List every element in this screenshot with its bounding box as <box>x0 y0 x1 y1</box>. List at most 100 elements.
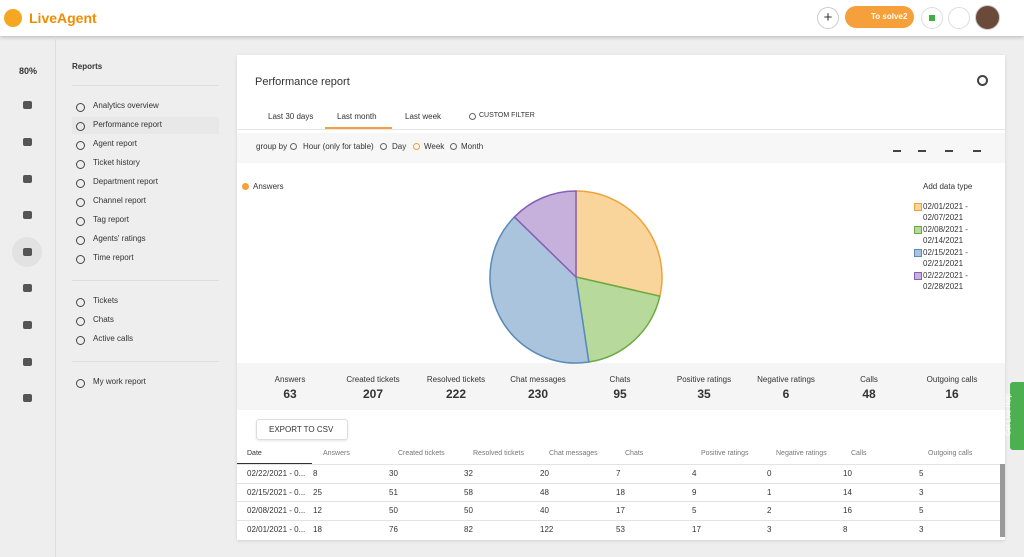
table-cell: 82 <box>464 524 473 534</box>
nav-item[interactable]: My work report <box>93 377 146 386</box>
radio[interactable] <box>290 143 297 150</box>
live-help[interactable]: Get Live Help <box>1006 382 1024 450</box>
summary-value: 207 <box>362 387 384 401</box>
nav-item[interactable]: Analytics overview <box>93 101 159 110</box>
export-label: EXPORT TO CSV <box>269 425 334 434</box>
radio[interactable] <box>413 143 420 150</box>
live-help-label: Get Live Help <box>1005 393 1013 436</box>
summary-label: Created tickets <box>346 375 400 384</box>
table-cell: 02/01/2021 - 0... <box>247 524 306 534</box>
nav-icon <box>76 236 85 245</box>
table-cell: 17 <box>692 524 701 534</box>
summary-label: Positive ratings <box>676 375 732 384</box>
add-button[interactable]: + <box>817 7 839 29</box>
refresh[interactable] <box>977 75 988 86</box>
tab[interactable]: Last 30 days <box>268 112 314 121</box>
rail-icon[interactable] <box>23 358 32 366</box>
rail-icon[interactable] <box>23 211 32 219</box>
rail-icon[interactable] <box>23 101 32 109</box>
table-cell: 50 <box>389 506 398 515</box>
radio-label: Week <box>424 142 445 151</box>
export-button[interactable]: EXPORT TO CSV <box>256 419 348 440</box>
rail-icon[interactable] <box>23 321 32 329</box>
column-header[interactable]: Outgoing calls <box>928 450 973 457</box>
tab[interactable]: Last week <box>405 112 442 121</box>
chat-status[interactable] <box>921 7 943 29</box>
column-header[interactable]: Created tickets <box>398 450 445 457</box>
pie-chart <box>489 190 663 364</box>
nav-item[interactable]: Tag report <box>93 215 130 224</box>
nav-item[interactable]: Chats <box>93 315 114 324</box>
avatar[interactable] <box>975 5 1000 30</box>
table-cell: 02/22/2021 - 0... <box>247 469 306 478</box>
table-cell: 10 <box>843 469 852 478</box>
logo-icon <box>4 9 22 27</box>
column-header[interactable]: Chats <box>625 450 644 457</box>
legend-swatch <box>914 272 922 280</box>
nav-item[interactable]: Agents' ratings <box>93 234 146 243</box>
to-solve-label: To solve <box>871 12 903 21</box>
nav-item[interactable]: Tickets <box>93 296 119 305</box>
tab[interactable]: Last month <box>337 112 377 121</box>
nav-item[interactable]: Active calls <box>93 334 134 343</box>
top-bar: LiveAgent + To solve 2 <box>0 0 1024 36</box>
to-solve-button[interactable]: To solve 2 <box>845 6 914 28</box>
table-cell: 02/15/2021 - 0... <box>247 487 306 497</box>
nav-item[interactable]: Ticket history <box>93 158 140 167</box>
nav-icon <box>76 179 85 188</box>
chart-type-button[interactable] <box>893 145 901 152</box>
column-header[interactable]: Positive ratings <box>701 450 749 457</box>
table-cell: 25 <box>313 487 322 497</box>
rail-icon[interactable] <box>23 138 32 146</box>
add-data-type[interactable]: Add data type <box>923 182 973 191</box>
rail-icon[interactable] <box>23 394 32 402</box>
column-header[interactable]: Date <box>247 450 262 457</box>
table-cell: 30 <box>389 469 398 478</box>
table-cell: 4 <box>692 469 697 478</box>
table-cell: 1 <box>767 487 772 497</box>
nav-item[interactable]: Time report <box>93 253 134 262</box>
nav-icon <box>76 336 85 345</box>
rail-icon[interactable] <box>23 175 32 183</box>
table-cell: 3 <box>919 487 924 497</box>
summary-value: 6 <box>782 387 790 401</box>
table-cell: 16 <box>843 506 852 515</box>
rail-icon[interactable] <box>23 248 32 256</box>
group-by-label: group by <box>256 142 288 151</box>
column-header[interactable]: Answers <box>323 450 350 457</box>
table-cell: 20 <box>540 469 549 478</box>
table-cell: 14 <box>843 487 852 497</box>
radio[interactable] <box>380 143 387 150</box>
nav-icon <box>76 160 85 169</box>
table-cell: 9 <box>692 487 697 497</box>
nav-icon <box>76 379 85 388</box>
nav-divider <box>72 280 219 281</box>
pie-slice <box>513 190 577 279</box>
nav-item[interactable]: Agent report <box>93 139 138 148</box>
chart-type-button[interactable] <box>945 145 953 152</box>
radio[interactable] <box>450 143 457 150</box>
column-header[interactable]: Resolved tickets <box>473 450 524 457</box>
summary-value: 95 <box>613 387 627 401</box>
chart-type-button[interactable] <box>918 145 926 152</box>
nav-item[interactable]: Channel report <box>93 196 146 205</box>
table-cell: 18 <box>313 524 322 534</box>
nav-divider <box>72 85 219 86</box>
chart-type-button[interactable] <box>973 145 981 152</box>
nav-icon <box>76 298 85 307</box>
legend-label: 02/08/2021 - 02/14/2021 <box>923 225 968 245</box>
column-header[interactable]: Calls <box>851 450 867 457</box>
phone-status[interactable] <box>948 7 970 29</box>
table-cell: 18 <box>616 487 625 497</box>
column-header[interactable]: Chat messages <box>549 450 598 457</box>
column-header[interactable]: Negative ratings <box>776 450 827 457</box>
reports-title: Reports <box>72 62 103 71</box>
rail-icon[interactable] <box>23 284 32 292</box>
summary-label: Chats <box>609 375 631 384</box>
nav-item[interactable]: Department report <box>93 177 158 186</box>
tab[interactable]: CUSTOM FILTER <box>479 112 535 119</box>
nav-icon <box>76 122 85 131</box>
summary-label: Outgoing calls <box>926 375 978 384</box>
summary-label: Answers <box>274 375 306 384</box>
nav-item[interactable]: Performance report <box>93 120 162 129</box>
